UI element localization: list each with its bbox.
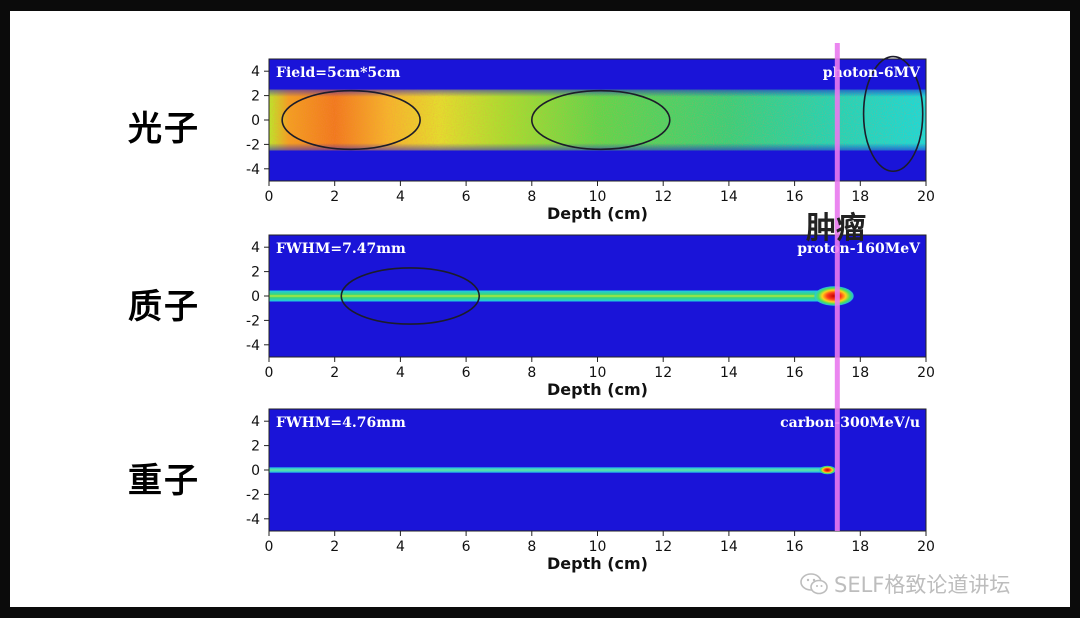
watermark: SELF格致论道讲坛 — [800, 569, 1010, 599]
x-tick-label: 10 — [589, 365, 607, 381]
x-tick-label: 0 — [265, 365, 274, 381]
y-tick-label: -2 — [246, 313, 260, 329]
panel-right-label: proton-160MeV — [797, 241, 921, 257]
x-tick-label: 4 — [396, 365, 405, 381]
panel-left-label: FWHM=7.47mm — [276, 241, 406, 257]
x-axis-title: Depth (cm) — [547, 380, 648, 399]
y-tick-label: 4 — [251, 64, 260, 80]
carbon-bragg-peak — [819, 465, 836, 475]
x-tick-label: 0 — [265, 189, 274, 205]
x-tick-label: 10 — [589, 539, 607, 555]
x-tick-label: 16 — [786, 539, 804, 555]
y-tick-label: -4 — [246, 512, 260, 528]
x-tick-label: 4 — [396, 539, 405, 555]
x-tick-label: 2 — [330, 365, 339, 381]
x-tick-label: 20 — [917, 365, 935, 381]
wechat-icon — [800, 573, 828, 595]
x-tick-label: 2 — [330, 539, 339, 555]
panel-left-label: FWHM=4.76mm — [276, 415, 406, 431]
x-tick-label: 18 — [851, 189, 869, 205]
y-tick-label: 2 — [251, 89, 260, 105]
panel-right-label: carbon-300MeV/u — [780, 415, 920, 431]
x-axis-title: Depth (cm) — [547, 554, 648, 573]
y-tick-label: 2 — [251, 265, 260, 281]
x-axis-title: Depth (cm) — [547, 204, 648, 223]
y-tick-label: 4 — [251, 414, 260, 430]
y-tick-label: -4 — [246, 162, 260, 178]
panel-right-label: photon-6MV — [823, 65, 921, 81]
x-tick-label: 2 — [330, 189, 339, 205]
photon-label: 光子 — [128, 109, 200, 149]
proton-label: 质子 — [128, 287, 200, 327]
highlight-circle-1 — [340, 267, 481, 325]
x-tick-label: 12 — [654, 189, 672, 205]
x-tick-label: 18 — [851, 539, 869, 555]
x-tick-label: 0 — [265, 539, 274, 555]
highlight-circle-2 — [530, 89, 671, 151]
x-tick-label: 12 — [654, 539, 672, 555]
tumor-depth-line — [834, 43, 840, 531]
x-tick-label: 16 — [786, 365, 804, 381]
panel-2: FWHM=7.47mm proton-160MeV 0 2 4 6 8 10 12 14 16 18 2… — [246, 234, 935, 399]
x-tick-label: 14 — [720, 365, 738, 381]
y-tick-label: 0 — [251, 463, 260, 479]
x-tick-label: 12 — [654, 365, 672, 381]
x-tick-label: 8 — [527, 189, 536, 205]
x-tick-label: 14 — [720, 539, 738, 555]
tumor-label: 肿瘤 — [806, 211, 866, 246]
proton-beam — [269, 290, 835, 302]
x-tick-label: 8 — [527, 539, 536, 555]
y-tick-label: 4 — [251, 240, 260, 256]
y-tick-label: 0 — [251, 113, 260, 129]
x-tick-label: 18 — [851, 365, 869, 381]
x-tick-label: 4 — [396, 189, 405, 205]
x-tick-label: 20 — [917, 539, 935, 555]
x-tick-label: 8 — [527, 365, 536, 381]
x-tick-label: 6 — [462, 189, 471, 205]
y-tick-label: -4 — [246, 338, 260, 354]
panel-left-label: Field=5cm*5cm — [276, 65, 401, 81]
x-tick-label: 14 — [720, 189, 738, 205]
highlight-circle-3 — [862, 55, 924, 173]
watermark-text: SELF格致论道讲坛 — [834, 573, 1011, 597]
carbon-label: 重子 — [128, 461, 200, 501]
y-tick-label: 2 — [251, 439, 260, 455]
x-tick-label: 20 — [917, 189, 935, 205]
highlight-circle-1 — [281, 89, 421, 151]
y-tick-label: -2 — [246, 487, 260, 503]
x-tick-label: 16 — [786, 189, 804, 205]
x-tick-label: 6 — [462, 365, 471, 381]
slide: 光子 质子 重子 — [10, 11, 1070, 607]
y-tick-label: 0 — [251, 289, 260, 305]
y-tick-label: -2 — [246, 137, 260, 153]
photon-dose-edge — [269, 89, 926, 151]
carbon-beam — [269, 467, 828, 473]
panel-3: FWHM=4.76mm carbon-300MeV/u 0 2 4 6 8 10 12 14 16 1… — [246, 408, 935, 573]
proton-bragg-peak — [814, 286, 854, 306]
x-tick-label: 10 — [589, 189, 607, 205]
x-tick-label: 6 — [462, 539, 471, 555]
